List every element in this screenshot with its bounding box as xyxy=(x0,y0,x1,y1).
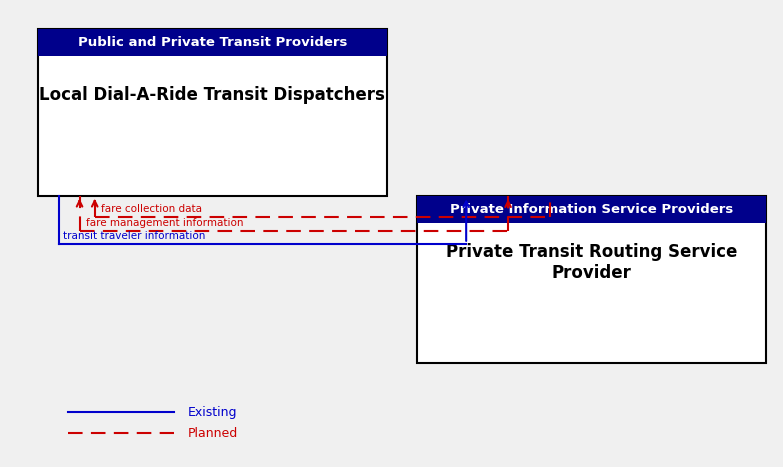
Text: Planned: Planned xyxy=(188,427,238,439)
Text: transit traveler information: transit traveler information xyxy=(63,231,205,241)
Bar xyxy=(417,196,767,363)
Bar xyxy=(38,29,387,196)
Text: Public and Private Transit Providers: Public and Private Transit Providers xyxy=(78,36,347,49)
Text: Private Transit Routing Service
Provider: Private Transit Routing Service Provider xyxy=(446,243,738,282)
Bar xyxy=(417,196,767,223)
Text: Existing: Existing xyxy=(188,406,237,419)
Text: Local Dial-A-Ride Transit Dispatchers: Local Dial-A-Ride Transit Dispatchers xyxy=(39,86,385,105)
Text: fare management information: fare management information xyxy=(85,219,243,228)
Bar xyxy=(38,29,387,56)
Text: fare collection data: fare collection data xyxy=(101,205,202,214)
Text: Private Information Service Providers: Private Information Service Providers xyxy=(450,203,734,216)
